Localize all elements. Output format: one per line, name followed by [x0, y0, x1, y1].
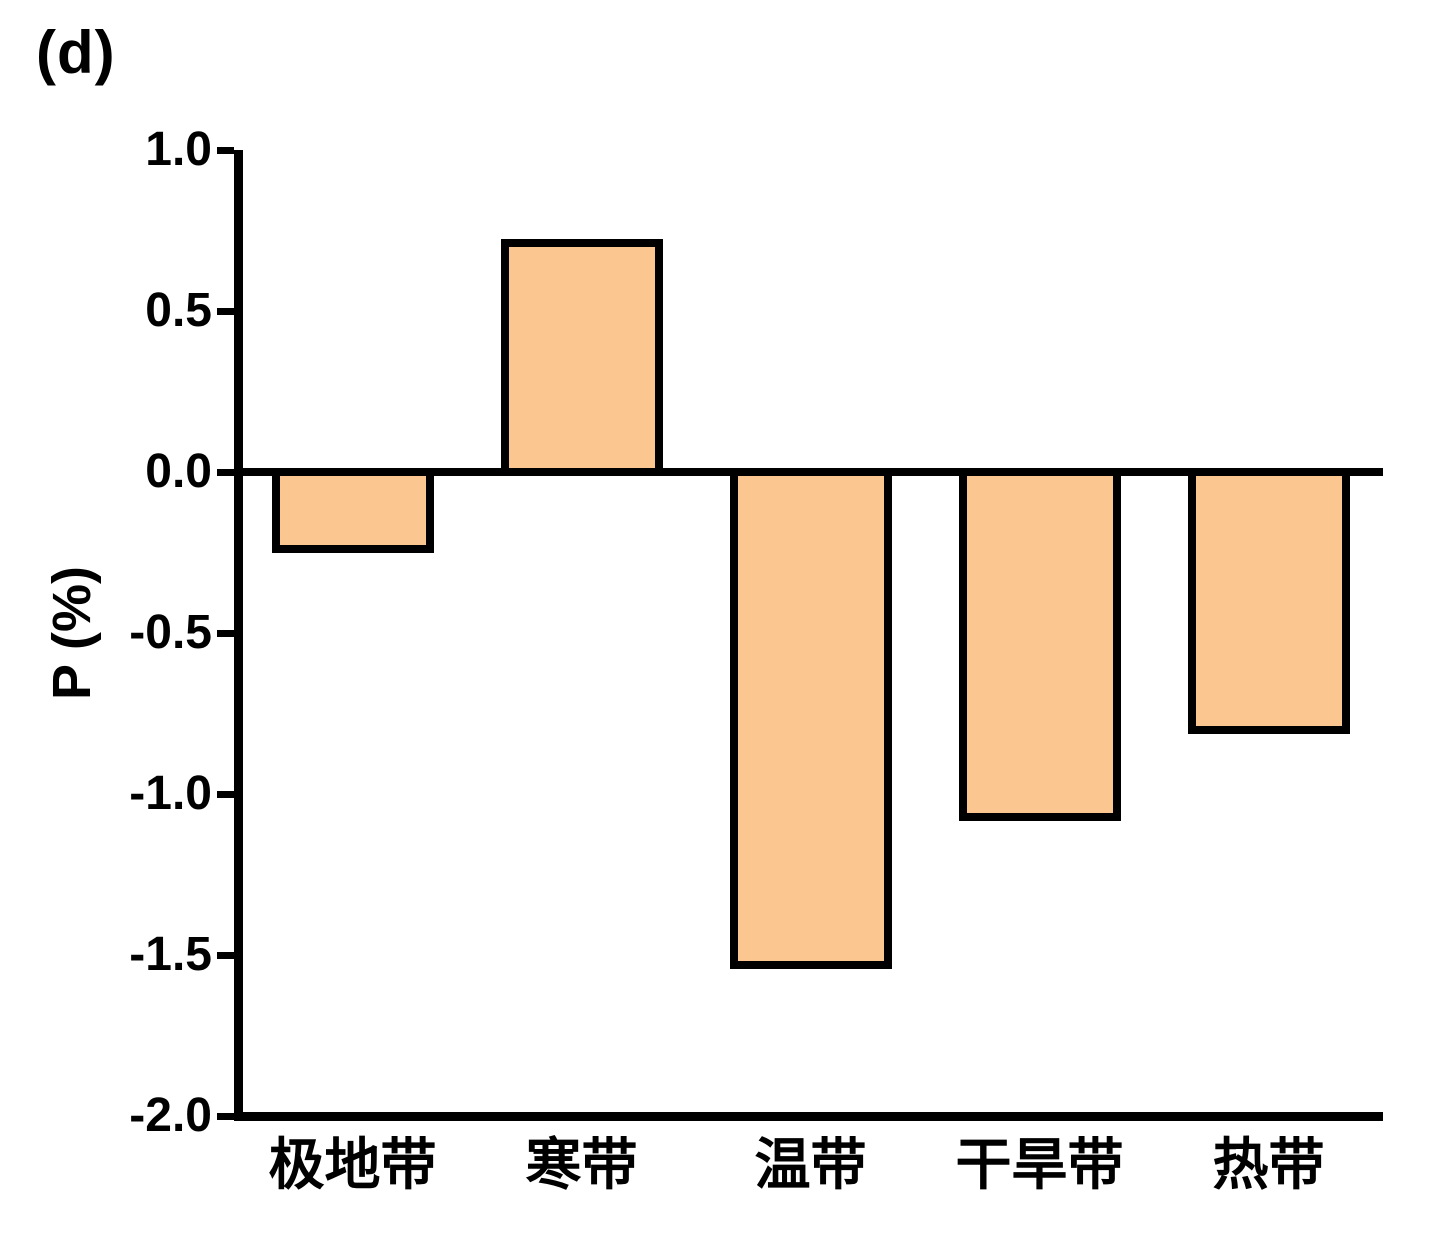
y-tick: [216, 790, 234, 798]
bar-3: [729, 468, 892, 969]
y-tick: [216, 1112, 234, 1120]
bar-5: [1187, 468, 1350, 734]
x-tick-label: 热带: [1212, 1135, 1325, 1197]
x-tick-label: 极地带: [268, 1135, 437, 1197]
bar-4: [958, 468, 1121, 821]
y-tick-label: -1.0: [129, 767, 212, 820]
panel-label: (d): [36, 19, 116, 86]
y-tick-label: -1.5: [129, 928, 212, 981]
y-axis-line: [233, 150, 243, 1121]
y-tick-label: 0.5: [145, 284, 212, 337]
bar-1: [271, 468, 434, 554]
bar-2: [500, 239, 663, 476]
y-tick: [216, 307, 234, 315]
y-tick: [216, 468, 234, 476]
x-axis-line: [233, 1111, 1383, 1121]
y-tick-label: 0.0: [145, 445, 212, 498]
x-tick-label: 干旱带: [955, 1135, 1124, 1197]
y-tick: [216, 146, 234, 154]
y-tick-label: -2.0: [129, 1089, 212, 1142]
y-tick: [216, 629, 234, 637]
y-tick: [216, 951, 234, 959]
x-tick-label: 寒带: [525, 1135, 638, 1197]
y-tick-label: -0.5: [129, 606, 212, 659]
y-tick-label: 1.0: [145, 123, 212, 176]
x-tick-label: 温带: [754, 1135, 867, 1197]
